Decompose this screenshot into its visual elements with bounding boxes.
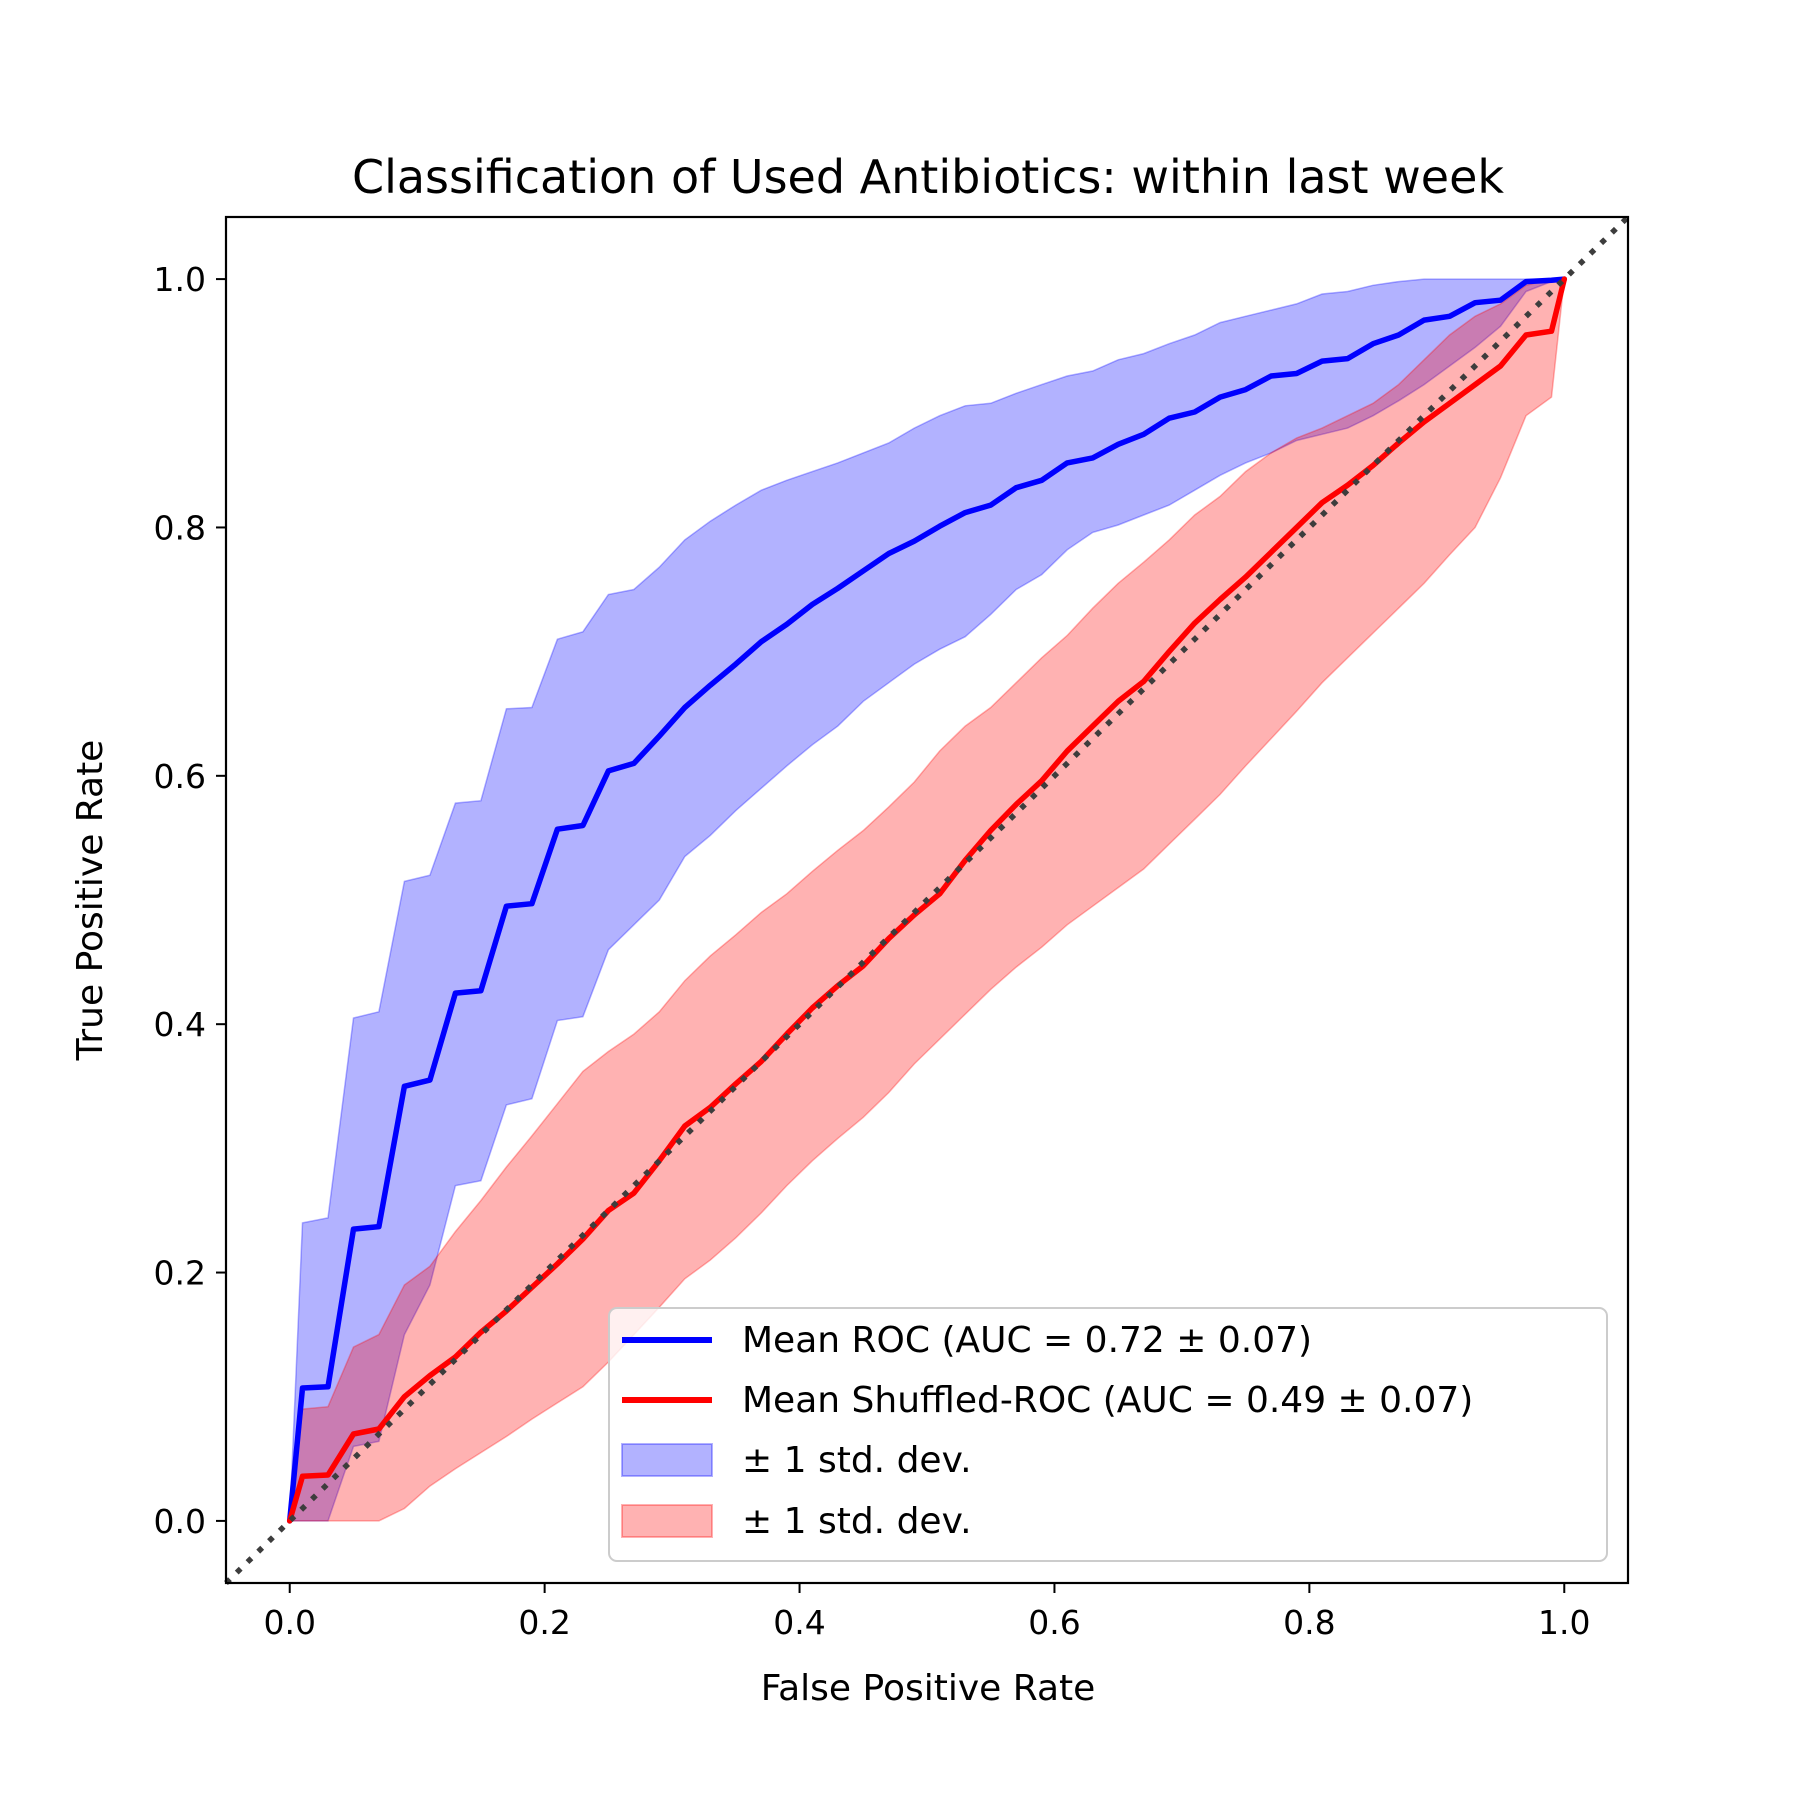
legend-label-blue-band: ± 1 std. dev. <box>742 1440 972 1481</box>
plot-area-frame <box>224 215 1630 1585</box>
y-tick-label: 1.0 <box>154 260 206 299</box>
mean-roc-line <box>286 276 1568 1524</box>
legend-label-shuffled-roc: Mean Shuffled-ROC (AUC = 0.49 ± 0.07) <box>742 1380 1473 1421</box>
roc-lines <box>286 276 1568 1524</box>
x-tick-label: 0.6 <box>1028 1603 1080 1642</box>
y-tick-label: 0.2 <box>154 1254 206 1293</box>
legend-swatch-blue-band <box>621 1443 713 1477</box>
legend-label-mean-roc: Mean ROC (AUC = 0.72 ± 0.07) <box>742 1320 1312 1361</box>
x-tick-label: 0.0 <box>263 1603 315 1642</box>
y-axis-label: True Positive Rate <box>70 740 111 1062</box>
legend: Mean ROC (AUC = 0.72 ± 0.07) Mean Shuffl… <box>608 1307 1608 1562</box>
x-tick-label: 0.2 <box>518 1603 570 1642</box>
x-tick-label: 0.4 <box>773 1603 825 1642</box>
legend-swatch-red-band <box>621 1504 713 1538</box>
legend-label-red-band: ± 1 std. dev. <box>742 1501 972 1542</box>
y-axis-ticks: 0.0 0.2 0.4 0.6 0.8 1.0 <box>154 260 226 1541</box>
x-axis-label: False Positive Rate <box>761 1668 1096 1709</box>
chance-diagonal-line <box>224 215 1630 1585</box>
y-tick-label: 0.6 <box>154 757 206 796</box>
shuffled-roc-line <box>286 276 1568 1524</box>
y-tick-label: 0.0 <box>154 1502 206 1541</box>
chart-title: Classification of Used Antibiotics: with… <box>352 150 1504 204</box>
x-tick-label: 1.0 <box>1538 1603 1590 1642</box>
legend-box <box>608 1307 1608 1562</box>
x-tick-label: 0.8 <box>1283 1603 1335 1642</box>
y-tick-label: 0.4 <box>154 1005 206 1044</box>
x-axis-ticks: 0.0 0.2 0.4 0.6 0.8 1.0 <box>263 1583 1591 1642</box>
y-tick-label: 0.8 <box>154 508 206 547</box>
chance-line <box>224 215 1630 1585</box>
